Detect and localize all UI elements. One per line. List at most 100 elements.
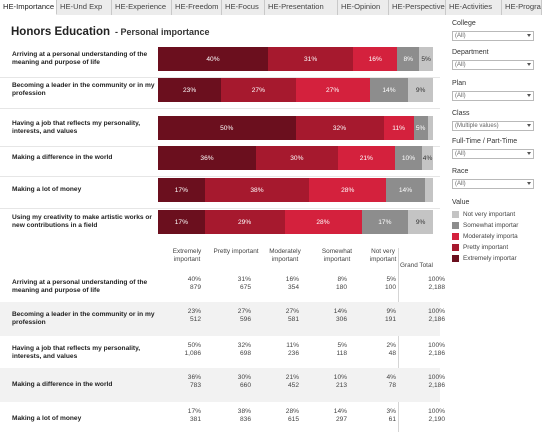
tab-he-freedom[interactable]: HE-Freedom <box>172 0 222 15</box>
filter-dropdown-race[interactable]: (All) <box>452 179 534 189</box>
filter-value: (All) <box>455 151 466 157</box>
bar-segment[interactable]: 21% <box>337 146 395 170</box>
bar-segment[interactable]: 11% <box>383 116 414 140</box>
legend-swatch <box>452 244 459 251</box>
bar-segment[interactable]: 9% <box>408 78 433 102</box>
pct-cell: 38% <box>237 408 251 415</box>
bar-segment[interactable]: 27% <box>221 78 296 102</box>
pct-cell: 9% <box>386 308 396 315</box>
legend-title: Value <box>452 199 470 206</box>
tab-he-activities[interactable]: HE-Activities <box>446 0 502 15</box>
legend-label: Extremely importar <box>463 255 517 262</box>
legend-swatch <box>452 222 459 229</box>
table-row: Arriving at a personal understanding of … <box>0 270 445 304</box>
tab-he-und-exp[interactable]: HE-Und Exp <box>57 0 112 15</box>
legend-item[interactable]: Not very important <box>452 210 540 219</box>
bar-segment[interactable]: 38% <box>204 178 310 202</box>
bar-segment[interactable]: 17% <box>158 178 205 202</box>
total-pct-cell: 100% <box>428 374 445 381</box>
bar-segment[interactable]: 30% <box>256 146 338 170</box>
pct-cell: 8% <box>337 276 347 283</box>
row-label: Having a job that reflects my personalit… <box>12 344 141 361</box>
count-cell: 100 <box>384 284 396 291</box>
bar-segment[interactable]: 5% <box>419 47 433 71</box>
pct-cell: 17% <box>187 408 201 415</box>
bar-segment[interactable]: 27% <box>295 78 370 102</box>
bar-segment[interactable]: 14% <box>386 178 425 202</box>
tab-he-opinion[interactable]: HE-Opinion <box>338 0 389 15</box>
bar-segment[interactable]: 17% <box>158 210 205 234</box>
filter-dropdown-department[interactable]: (All) <box>452 60 534 70</box>
chevron-down-icon[interactable] <box>527 94 531 97</box>
row-divider <box>0 108 440 109</box>
count-cell: 452 <box>287 382 299 389</box>
chevron-down-icon[interactable] <box>527 152 531 155</box>
bar-segment[interactable]: 29% <box>204 210 285 234</box>
filter-dropdown-class[interactable]: (Multiple values) <box>452 121 534 131</box>
bar-segment[interactable]: 16% <box>353 47 398 71</box>
filter-dropdown-college[interactable]: (All) <box>452 31 534 41</box>
bar-segment[interactable]: 40% <box>158 47 268 71</box>
bar-segment[interactable] <box>424 178 433 202</box>
tab-he-program[interactable]: HE-Program <box>502 0 542 15</box>
legend-item[interactable]: Somewhat importar <box>452 221 540 230</box>
bar-segment[interactable]: 31% <box>268 47 354 71</box>
bar-track: 17% 38% 28% 14% <box>158 178 433 202</box>
bar-segment[interactable]: 4% <box>422 146 433 170</box>
bar-segment[interactable]: 14% <box>369 78 409 102</box>
filter-dropdown-plan[interactable]: (All) <box>452 91 534 101</box>
row-divider <box>0 77 440 78</box>
count-cell: 596 <box>239 316 251 323</box>
bar-segment[interactable]: 10% <box>394 146 423 170</box>
tab-he-presentation[interactable]: HE-Presentation <box>265 0 338 15</box>
bar-segment[interactable]: 50% <box>158 116 296 140</box>
filter-value: (All) <box>455 62 466 68</box>
filter-label-college: College <box>452 20 476 27</box>
total-count-cell: 2,186 <box>428 350 445 357</box>
filter-label-department: Department <box>452 49 489 56</box>
total-count-cell: 2,190 <box>428 416 445 423</box>
table-row: Becoming a leader in the community or in… <box>0 302 445 336</box>
filter-dropdown-full-time-part-time[interactable]: (All) <box>452 149 534 159</box>
bar-segment[interactable]: 23% <box>158 78 222 102</box>
bar-segment[interactable]: 9% <box>408 210 433 234</box>
pct-cell: 4% <box>386 374 396 381</box>
bar-segment[interactable]: 32% <box>295 116 384 140</box>
count-cell: 213 <box>335 382 347 389</box>
filter-label-full-time-part-time: Full-Time / Part-Time <box>452 138 518 145</box>
pct-cell: 3% <box>386 408 396 415</box>
count-cell: 180 <box>335 284 347 291</box>
tab-he-perspective[interactable]: HE-Perspective <box>389 0 446 15</box>
title-text: Honors Education <box>11 26 111 38</box>
chevron-down-icon[interactable] <box>527 63 531 66</box>
bar-segment[interactable] <box>427 116 433 140</box>
bar-segment[interactable]: 17% <box>361 210 409 234</box>
count-cell: 783 <box>189 382 201 389</box>
row-divider <box>0 176 440 177</box>
pct-cell: 5% <box>337 342 347 349</box>
chevron-down-icon[interactable] <box>527 34 531 37</box>
pct-cell: 14% <box>333 408 347 415</box>
legend-item[interactable]: Moderately importa <box>452 232 540 241</box>
chart-category-label: Making a lot of money <box>12 185 82 193</box>
bar-segment[interactable]: 36% <box>158 146 257 170</box>
chart-category-label: Becoming a leader in the community or in… <box>12 81 155 98</box>
legend-label: Pretty important <box>463 244 509 251</box>
tab-he-importance[interactable]: HE-Importance <box>0 0 57 15</box>
chevron-down-icon[interactable] <box>527 124 531 127</box>
bar-segment[interactable]: 8% <box>397 47 420 71</box>
bar-segment[interactable]: 28% <box>309 178 387 202</box>
total-pct-cell: 100% <box>428 342 445 349</box>
row-label: Making a difference in the world <box>12 380 113 388</box>
bar-segment[interactable]: 5% <box>413 116 428 140</box>
tab-he-experience[interactable]: HE-Experience <box>112 0 172 15</box>
pct-cell: 14% <box>333 308 347 315</box>
legend-item[interactable]: Extremely importar <box>452 254 540 263</box>
tab-he-focus[interactable]: HE-Focus <box>222 0 265 15</box>
bar-segment[interactable]: 28% <box>284 210 362 234</box>
legend-item[interactable]: Pretty important <box>452 243 540 252</box>
chevron-down-icon[interactable] <box>527 182 531 185</box>
legend-swatch <box>452 211 459 218</box>
count-cell: 675 <box>239 284 251 291</box>
filter-label-class: Class <box>452 110 470 117</box>
